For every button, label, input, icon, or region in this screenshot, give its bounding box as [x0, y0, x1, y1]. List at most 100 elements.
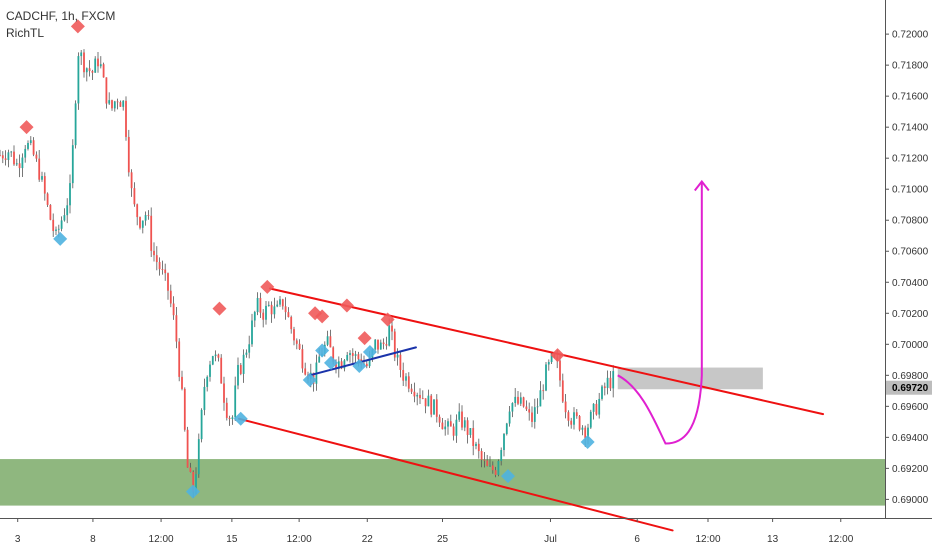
candle-body: [295, 340, 298, 344]
candle-body: [536, 406, 539, 408]
candle-body: [416, 394, 419, 397]
candle-body: [167, 273, 169, 291]
resistance-box: [617, 367, 763, 390]
candle-body: [561, 380, 564, 402]
candle-body: [130, 172, 133, 189]
candle-body: [147, 215, 150, 216]
candle-body: [32, 140, 35, 155]
x-tick-label: 12:00: [287, 534, 312, 545]
candle-body: [357, 354, 360, 360]
candle-body: [497, 460, 500, 475]
candle-body: [346, 354, 349, 361]
candle-body: [69, 183, 71, 206]
candle-body: [377, 339, 379, 350]
candle-body: [393, 331, 396, 358]
candle-body: [326, 336, 329, 345]
candle-body: [141, 220, 144, 228]
candle-body: [293, 329, 295, 341]
candle-body: [290, 316, 293, 330]
candle-body: [528, 409, 531, 413]
candle-body: [477, 443, 480, 452]
candle-body: [55, 229, 57, 231]
y-tick-label: 0.70200: [892, 309, 929, 320]
candle-body: [24, 148, 27, 158]
candle-body: [567, 412, 570, 421]
y-tick-label: 0.69000: [892, 495, 929, 506]
candle-body: [329, 336, 332, 348]
candle-body: [531, 412, 533, 422]
pivot-high-marker: [19, 120, 34, 135]
candle-body: [466, 420, 469, 435]
candle-body: [587, 427, 589, 439]
pivot-high-marker: [339, 298, 354, 313]
candle-body: [335, 361, 337, 369]
candle-body: [220, 357, 223, 384]
pivot-high-marker: [70, 19, 85, 34]
candle-body: [46, 193, 49, 205]
candle-body: [7, 152, 10, 160]
blue-trendline: [308, 346, 417, 377]
pivot-low-marker: [302, 372, 317, 387]
candle-body: [469, 428, 472, 435]
candle-body: [181, 376, 183, 389]
candle-body: [108, 100, 111, 104]
candle-body: [421, 398, 424, 399]
candle-body: [517, 396, 519, 404]
candle-body: [595, 403, 598, 415]
candle-body: [273, 306, 276, 315]
x-tick-label: 15: [226, 534, 238, 545]
pivot-low-marker: [53, 231, 68, 246]
candle-body: [472, 428, 475, 447]
annotation-lines-layer: [237, 179, 825, 532]
pivot-high-marker: [212, 301, 227, 316]
candle-body: [231, 417, 234, 420]
candle-body: [242, 354, 245, 374]
candle-body: [550, 353, 553, 363]
candle-body: [189, 467, 192, 472]
candle-body: [245, 352, 248, 355]
candle-body: [97, 58, 99, 67]
candle-body: [239, 364, 242, 374]
candle-body: [21, 157, 24, 169]
candle-body: [136, 204, 139, 218]
candle-body: [66, 205, 69, 216]
pivot-high-marker: [357, 331, 372, 346]
candle-body: [332, 347, 335, 362]
candle-body: [15, 163, 18, 165]
candle-body: [217, 354, 220, 358]
chart-legend: CADCHF, 1h, FXCM RichTL: [6, 8, 115, 42]
candle-body: [111, 100, 113, 109]
projection-arrowhead: [694, 179, 710, 192]
y-tick-label: 0.71600: [892, 92, 929, 103]
candle-body: [382, 342, 385, 345]
candle-body: [119, 102, 122, 107]
candle-body: [374, 339, 377, 350]
candle-body: [486, 460, 489, 466]
candle-body: [38, 158, 41, 180]
pivots-layer: [19, 19, 595, 499]
candle-body: [18, 163, 21, 169]
candle-body: [575, 412, 578, 417]
candle-body: [379, 342, 382, 350]
candle-body: [223, 383, 225, 403]
pivot-low-marker: [323, 355, 338, 370]
candle-body: [178, 341, 181, 377]
candle-body: [13, 151, 15, 165]
candle-body: [368, 357, 371, 367]
candle-body: [444, 426, 447, 430]
y-tick-label: 0.70000: [892, 340, 929, 351]
candle-body: [430, 395, 433, 415]
candle-body: [564, 401, 567, 413]
channel-lower-line: [237, 417, 674, 532]
pivot-high-marker: [380, 312, 395, 327]
candle-body: [578, 416, 581, 430]
symbol-title: CADCHF, 1h, FXCM: [6, 9, 116, 23]
x-tick-label: Jul: [544, 534, 557, 545]
current-price-badge: [886, 380, 932, 395]
candle-body: [407, 376, 410, 389]
candle-body: [589, 411, 592, 428]
candle-body: [253, 312, 256, 321]
